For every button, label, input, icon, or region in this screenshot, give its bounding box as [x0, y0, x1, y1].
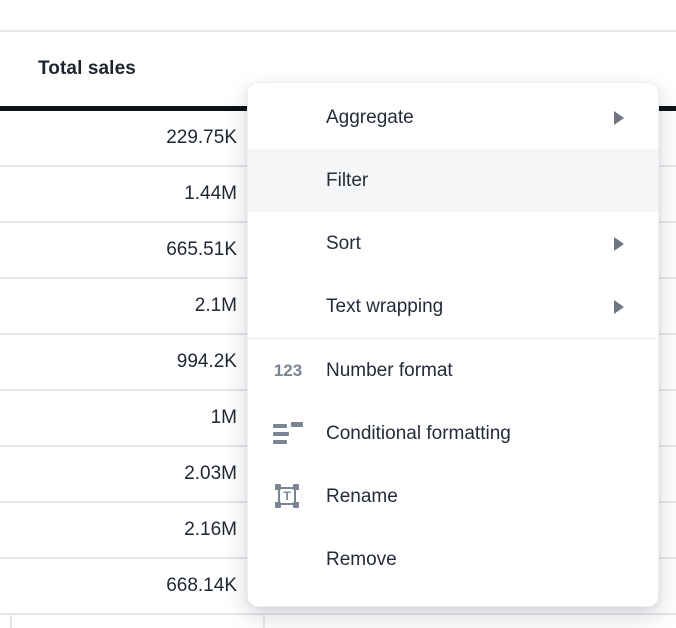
cell-total-sales[interactable]: 2.1M [194, 295, 237, 316]
menu-item-label: Aggregate [326, 106, 414, 128]
cell-total-sales[interactable]: 2.03M [184, 463, 237, 484]
table-top-border [0, 30, 676, 32]
menu-item-text-wrapping[interactable]: Text wrapping [248, 275, 658, 338]
menu-item-label: Sort [326, 232, 361, 254]
menu-item-conditional-formatting[interactable]: Conditional formatting [248, 402, 658, 465]
menu-item-label: Remove [326, 548, 397, 570]
column-context-menu: Aggregate Filter Sort Text wrapping 123 … [247, 82, 659, 607]
cell-total-sales[interactable]: 668.14K [166, 575, 237, 596]
menu-item-rename[interactable]: T Rename [248, 465, 658, 528]
menu-item-filter[interactable]: Filter [248, 149, 658, 212]
menu-item-label: Number format [326, 359, 453, 381]
menu-item-label: Text wrapping [326, 295, 444, 317]
cell-total-sales[interactable]: 2.16M [184, 519, 237, 540]
cell-total-sales[interactable]: 994.2K [176, 351, 237, 372]
menu-item-label: Rename [326, 485, 398, 507]
submenu-arrow-icon [614, 299, 624, 314]
rename-text-box-icon: T [272, 483, 304, 510]
menu-item-sort[interactable]: Sort [248, 212, 658, 275]
number-format-123-icon: 123 [273, 360, 303, 380]
cell-total-sales[interactable]: 1.44M [184, 183, 237, 204]
submenu-arrow-icon [614, 236, 624, 251]
conditional-formatting-icon [272, 421, 304, 447]
menu-item-label: Filter [326, 169, 369, 191]
menu-item-remove[interactable]: Remove [248, 528, 658, 591]
column-header-total-sales[interactable]: Total sales [38, 58, 136, 79]
menu-item-number-format[interactable]: 123 Number format [248, 339, 658, 402]
menu-item-aggregate[interactable]: Aggregate [248, 86, 658, 149]
cell-total-sales[interactable]: 1M [210, 407, 237, 428]
cell-total-sales[interactable]: 665.51K [166, 239, 237, 260]
menu-item-label: Conditional formatting [326, 422, 511, 444]
cell-total-sales[interactable]: 229.75K [166, 127, 237, 148]
menu-divider [248, 338, 658, 339]
submenu-arrow-icon [614, 110, 624, 125]
